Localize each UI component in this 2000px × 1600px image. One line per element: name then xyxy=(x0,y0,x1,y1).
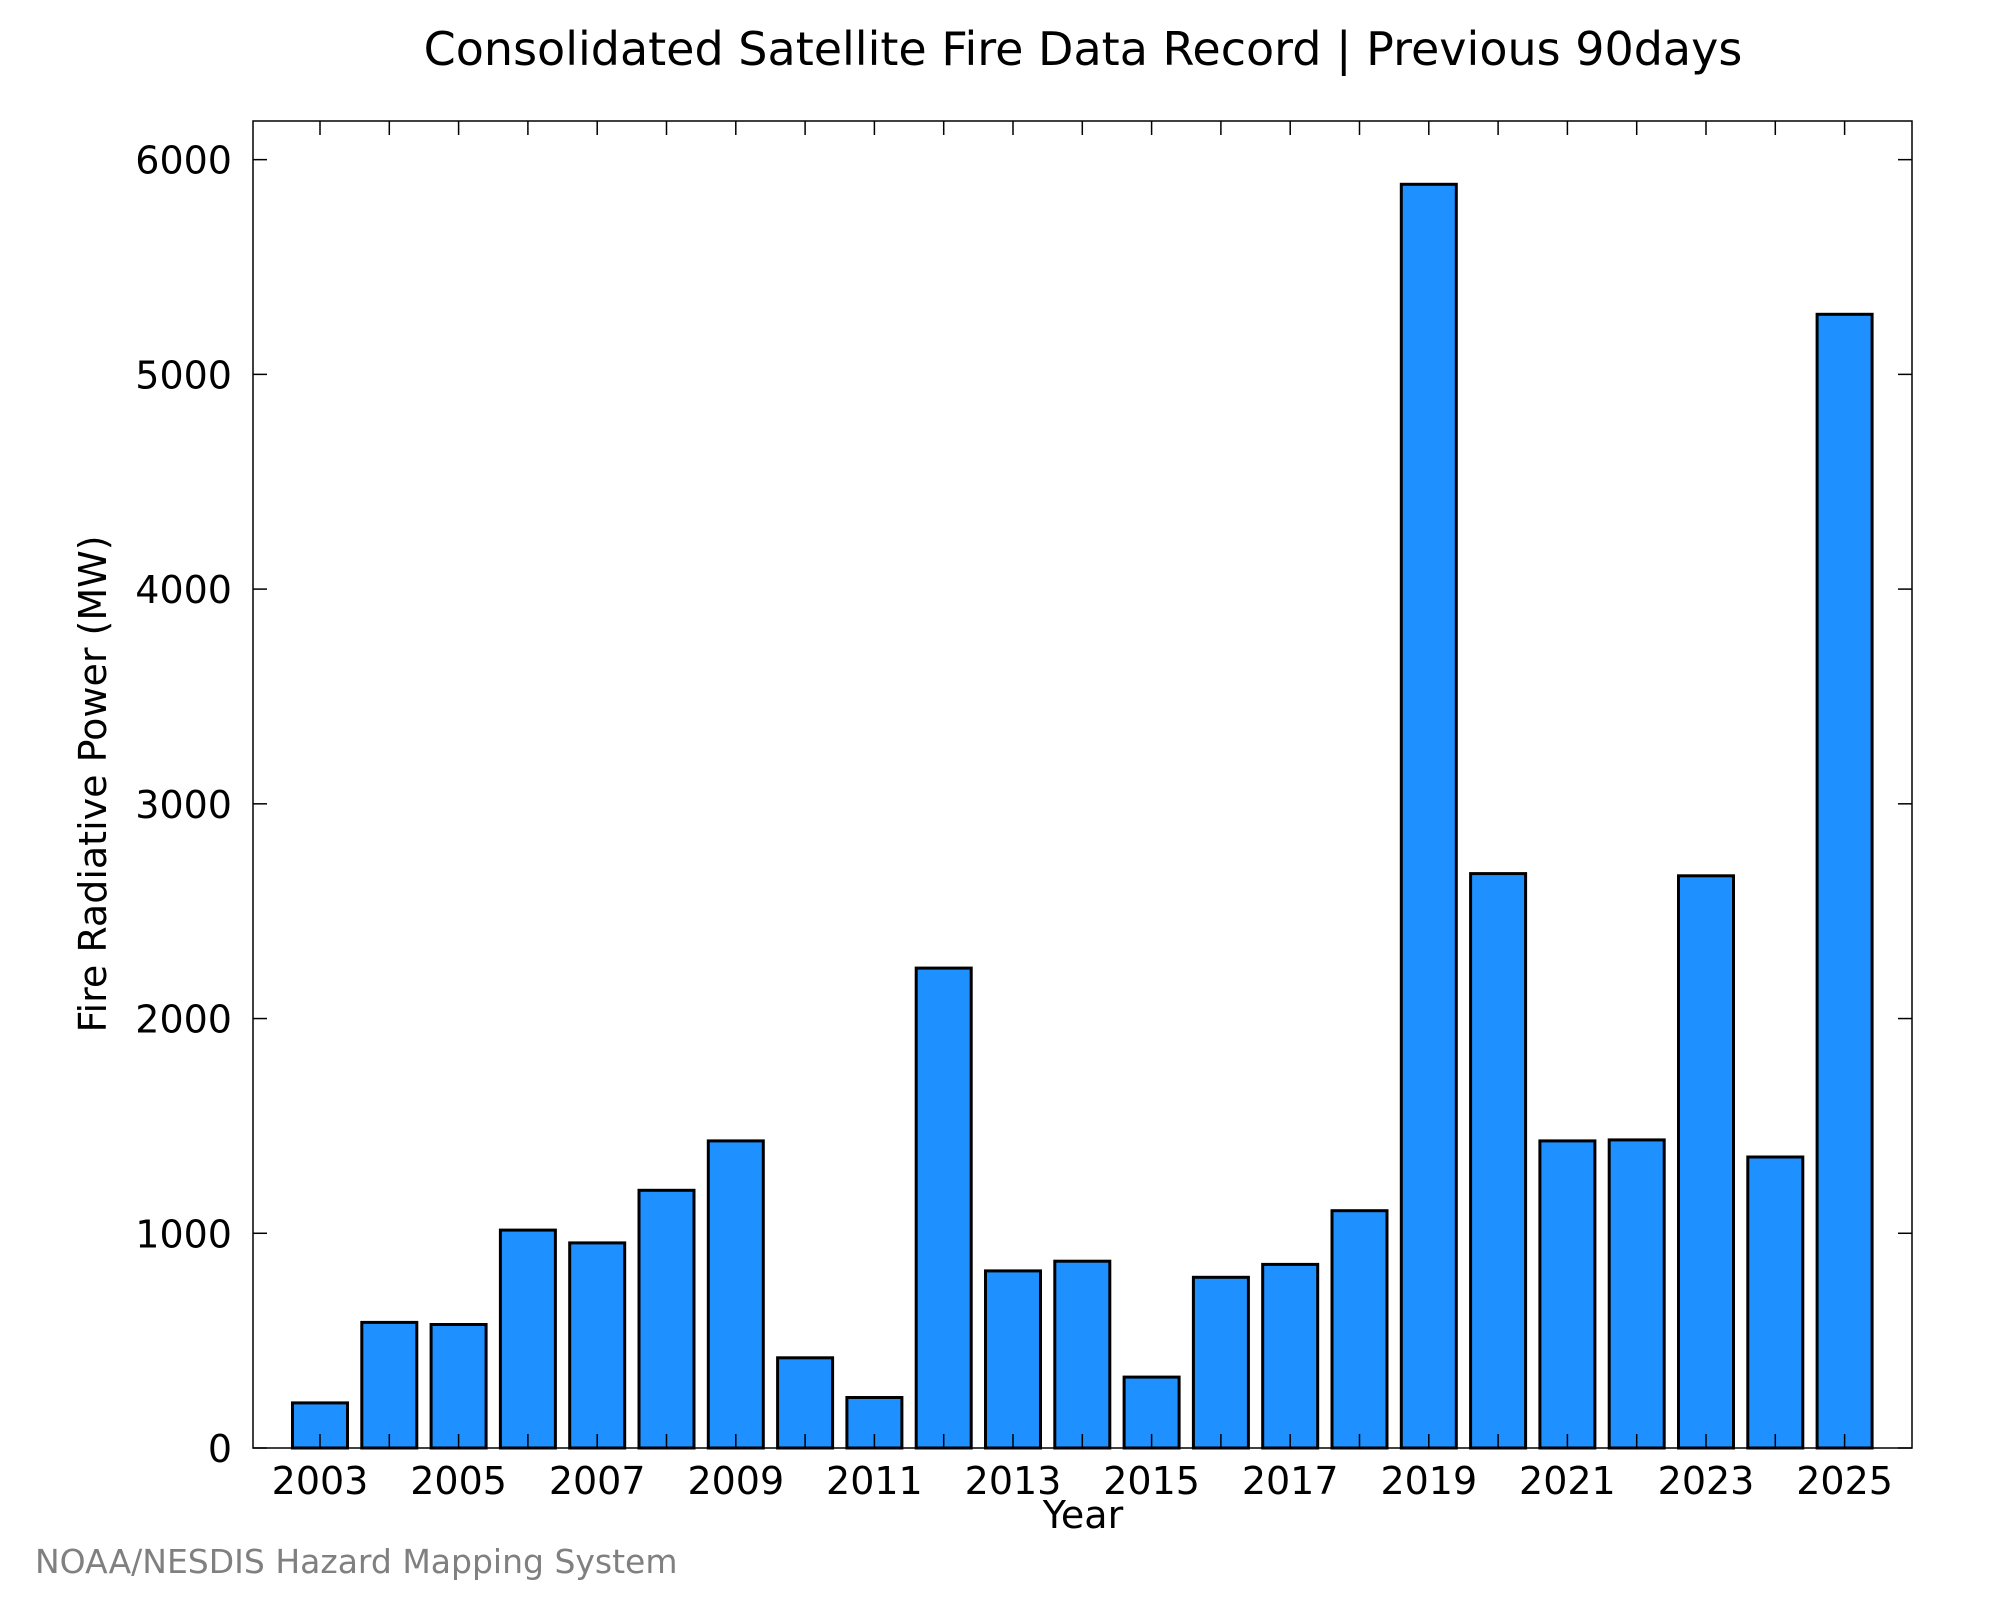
chart-title: Consolidated Satellite Fire Data Record … xyxy=(424,22,1743,77)
x-tick-label: 2007 xyxy=(549,1459,646,1503)
bar-2005 xyxy=(429,1323,488,1450)
y-tick-label: 4000 xyxy=(135,568,232,612)
x-tick-label: 2023 xyxy=(1658,1459,1755,1503)
x-tick-label: 2021 xyxy=(1519,1459,1616,1503)
x-tick-label: 2009 xyxy=(687,1459,784,1503)
x-tick-label: 2025 xyxy=(1796,1459,1893,1503)
bar-2014 xyxy=(1053,1259,1112,1450)
bar-2022 xyxy=(1607,1138,1666,1450)
x-tick-label: 2013 xyxy=(965,1459,1062,1503)
plot-area xyxy=(291,182,1874,1450)
bar-2006 xyxy=(498,1228,557,1450)
y-tick-label: 2000 xyxy=(135,998,232,1042)
footer-credit: NOAA/NESDIS Hazard Mapping System xyxy=(35,1542,678,1581)
bar-2025 xyxy=(1815,312,1874,1450)
bar-2013 xyxy=(984,1269,1042,1450)
bar-2016 xyxy=(1191,1275,1250,1450)
y-axis-label: Fire Radiative Power (MW) xyxy=(71,535,115,1032)
bar-2021 xyxy=(1538,1139,1597,1450)
x-tick-label: 2019 xyxy=(1380,1459,1477,1503)
x-tick-label: 2017 xyxy=(1242,1459,1339,1503)
bar-2024 xyxy=(1746,1155,1805,1450)
bar-2017 xyxy=(1261,1262,1320,1450)
bar-2004 xyxy=(360,1320,419,1450)
x-axis-label: Year xyxy=(1042,1493,1124,1537)
y-axis: 0 1000 2000 3000 4000 5000 6000 xyxy=(135,139,1912,1471)
x-axis: 2003 2005 2007 2009 2011 2013 2015 2017 2019 2021… xyxy=(272,121,1893,1503)
y-tick-label: 6000 xyxy=(135,139,232,183)
y-tick-label: 5000 xyxy=(135,353,232,397)
bar-2020 xyxy=(1469,872,1528,1450)
bar-2023 xyxy=(1677,874,1735,1450)
x-tick-label: 2011 xyxy=(826,1459,923,1503)
y-tick-label: 3000 xyxy=(135,783,232,827)
y-tick-label: 1000 xyxy=(135,1212,232,1256)
bar-2012 xyxy=(914,966,973,1450)
x-tick-label: 2005 xyxy=(410,1459,507,1503)
bar-2009 xyxy=(706,1139,765,1450)
x-tick-label: 2003 xyxy=(272,1459,369,1503)
bar-2008 xyxy=(637,1188,696,1450)
bar-2018 xyxy=(1330,1209,1389,1450)
bar-2007 xyxy=(568,1241,627,1450)
x-tick-label: 2015 xyxy=(1103,1459,1200,1503)
bar-2019 xyxy=(1399,182,1458,1450)
y-tick-label: 0 xyxy=(208,1427,232,1471)
